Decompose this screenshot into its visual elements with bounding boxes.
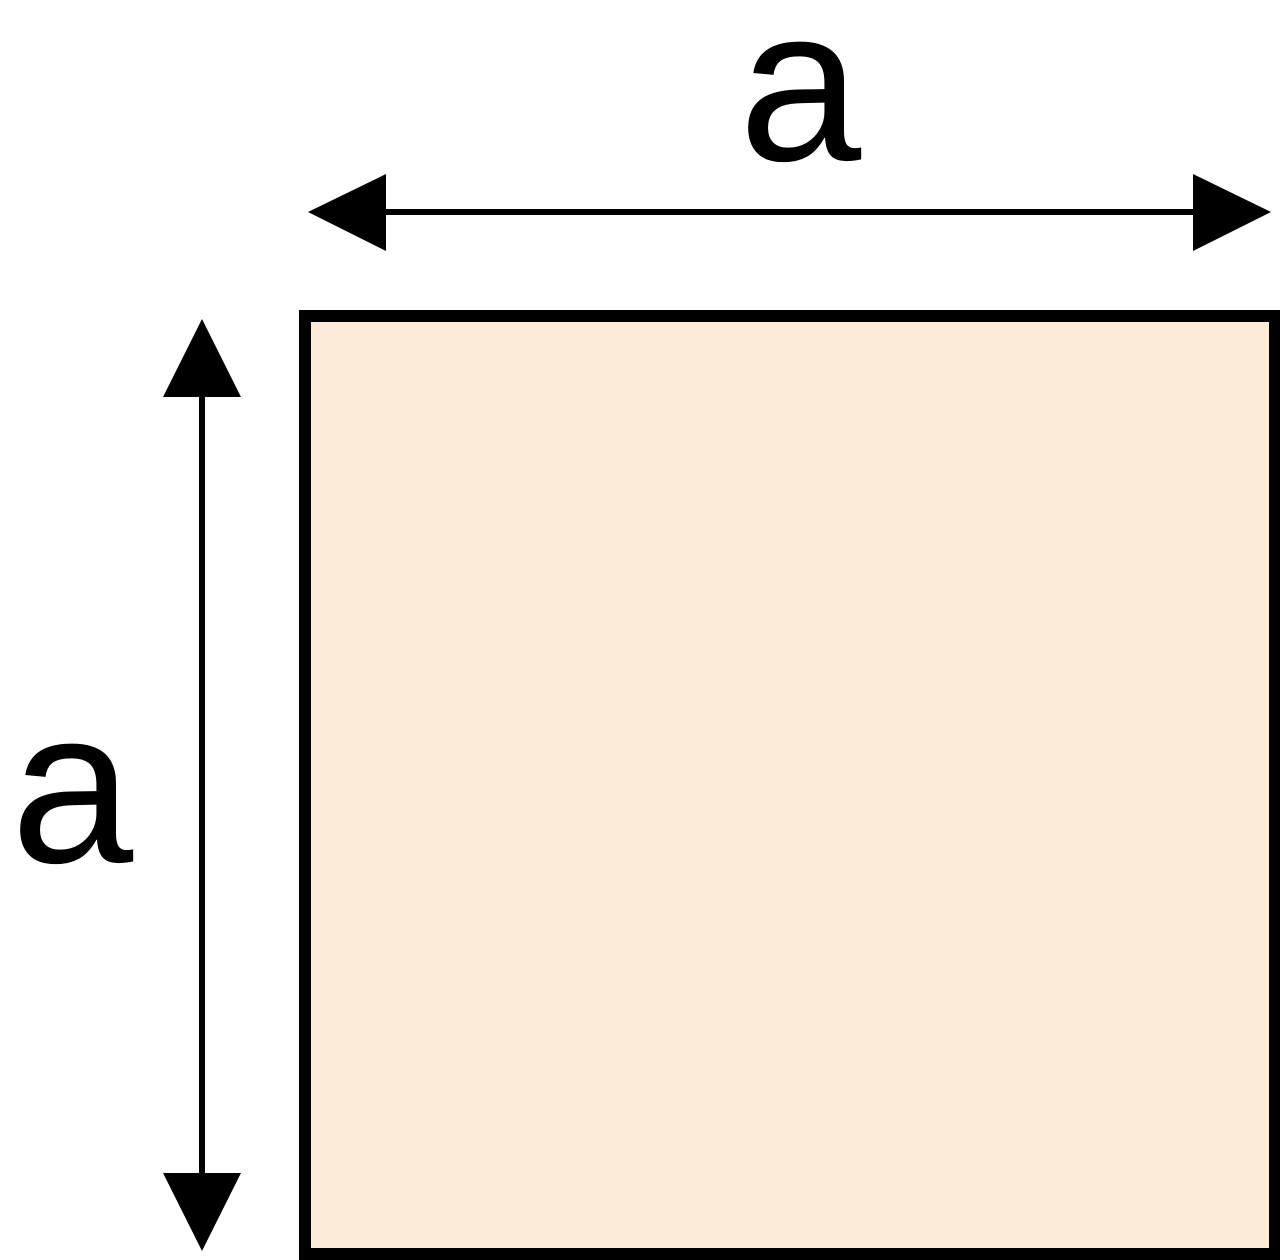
left-arrowhead-top (163, 319, 241, 397)
left-dimension-arrow (163, 319, 241, 1251)
top-arrowhead-right (1193, 174, 1271, 251)
top-dimension-label: a (739, 0, 862, 207)
top-dimension-arrow (308, 174, 1271, 251)
square-shape (299, 310, 1280, 1260)
left-arrowhead-bottom (163, 1173, 241, 1251)
left-dimension-label: a (11, 663, 134, 909)
top-arrowhead-left (308, 174, 386, 251)
